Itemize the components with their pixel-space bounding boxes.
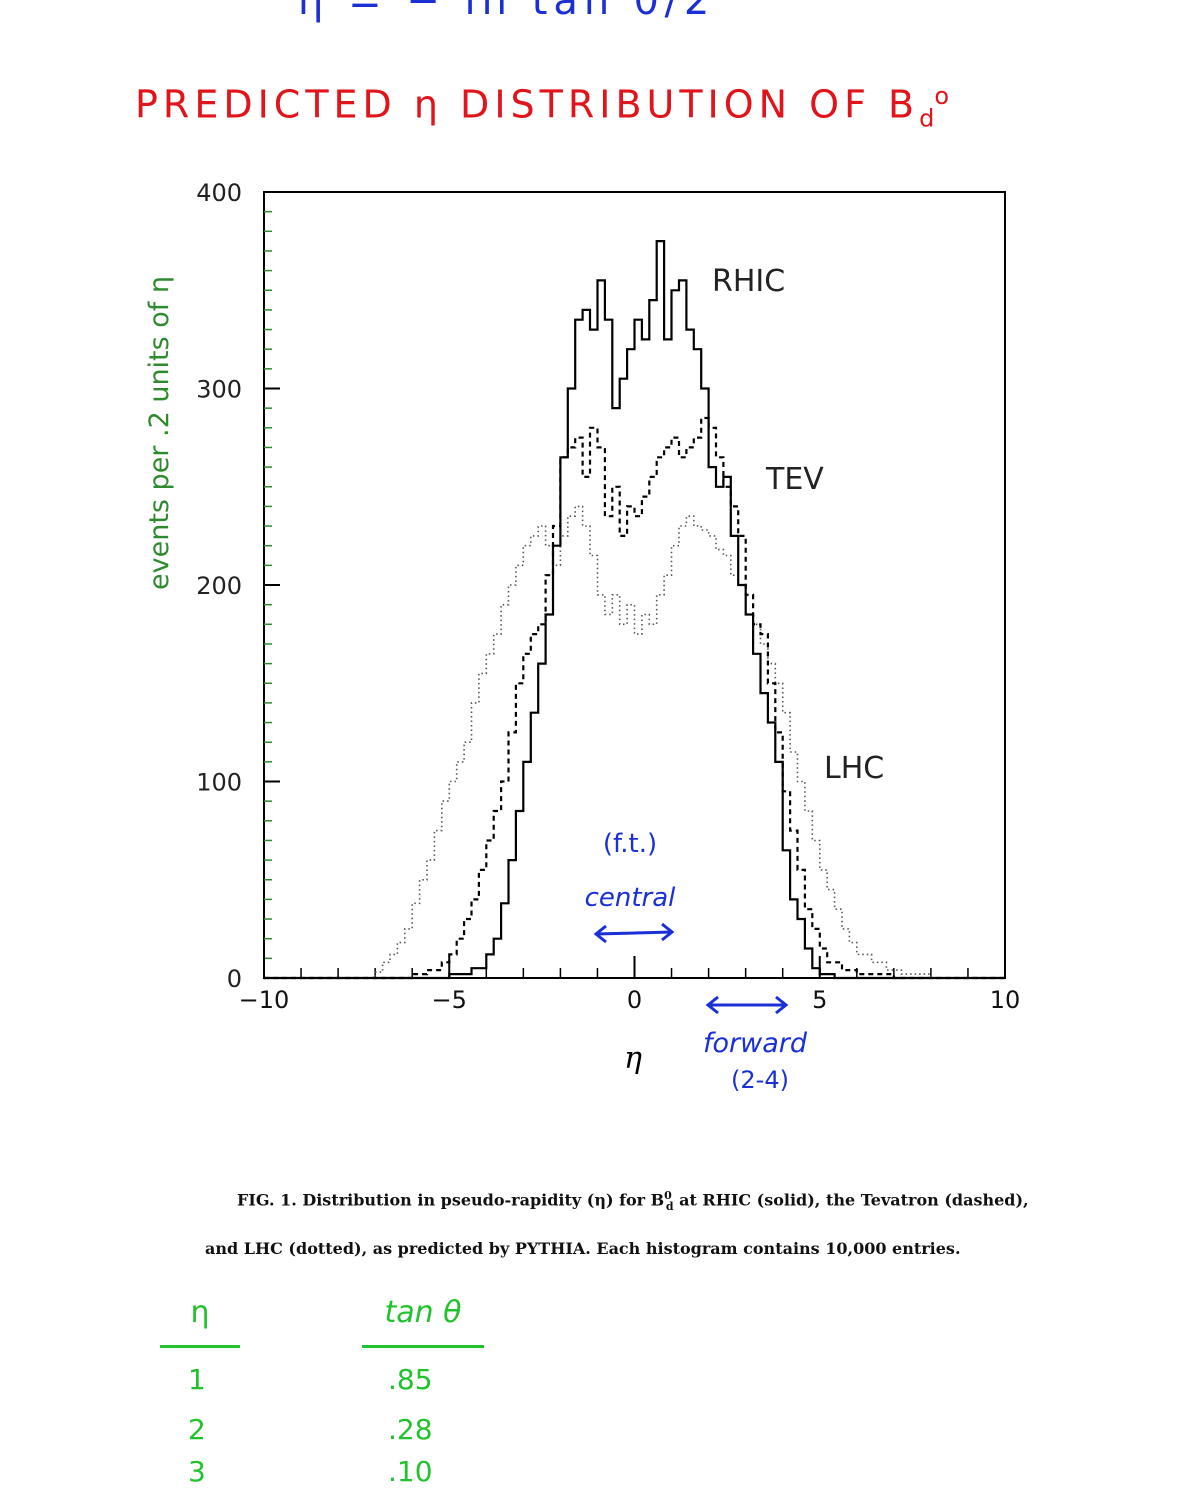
- forward-arrow: [705, 995, 789, 1015]
- title-subscript: d: [919, 104, 935, 133]
- series-rhic-histogram: [264, 240, 1005, 980]
- y-tick-label: 300: [196, 376, 242, 404]
- table-cell: .28: [388, 1413, 433, 1446]
- table-cell: .10: [388, 1455, 433, 1488]
- figure-caption: FIG. 1. Distribution in pseudo-rapidity …: [205, 1175, 1055, 1270]
- caption-prefix: FIG. 1. Distribution in pseudo-rapidity …: [237, 1190, 665, 1210]
- y-tick-label: 200: [196, 572, 242, 600]
- x-tick-label: −10: [239, 986, 290, 1014]
- plot-frame: [263, 191, 1006, 979]
- caption-superscript: 0: [664, 1189, 672, 1202]
- table-cell: 1: [188, 1363, 206, 1396]
- x-axis-label: η: [624, 1041, 642, 1076]
- series-layer: [264, 240, 1005, 980]
- table-header-tan: tan θ: [362, 1295, 484, 1348]
- central-note: (f.t.): [603, 829, 657, 859]
- table-cell: 2: [188, 1413, 206, 1446]
- y-tick-label: 0: [227, 965, 242, 993]
- caption-subscript: d: [665, 1199, 674, 1213]
- rhic-label: RHIC: [712, 264, 785, 299]
- eta-histogram-chart: 0 100 200 300 400 −10 −5 0 5 10 events per .2 uni…: [144, 179, 1020, 1094]
- series-lhc-histogram: [264, 505, 1005, 979]
- title-text: PREDICTED η DISTRIBUTION OF B: [135, 82, 920, 127]
- axis-ticks: 0 100 200 300 400 −10 −5 0 5 10: [196, 179, 1020, 1014]
- x-tick-label: 5: [812, 986, 827, 1014]
- table-header-eta: η: [160, 1295, 240, 1348]
- forward-range: (2-4): [731, 1066, 789, 1094]
- y-tick-label: 100: [196, 769, 242, 797]
- forward-label: forward: [703, 1028, 808, 1059]
- central-arrow: [593, 922, 675, 944]
- caption-rest: at RHIC (solid), the Tevatron (dashed), …: [205, 1190, 1029, 1258]
- lhc-label: LHC: [824, 751, 884, 786]
- tev-label: TEV: [765, 462, 824, 497]
- central-label: central: [585, 883, 677, 913]
- x-tick-label: −5: [432, 986, 467, 1014]
- x-tick-label: 0: [627, 986, 642, 1014]
- y-axis-label: events per .2 units of η: [144, 276, 175, 590]
- page-title: PREDICTED η DISTRIBUTION OF Bdo: [135, 82, 1035, 132]
- table-cell: 3: [188, 1455, 206, 1488]
- title-superscript: o: [934, 82, 950, 110]
- handwritten-formula: η = − ln tan θ/2: [298, 0, 716, 24]
- y-tick-label: 400: [196, 179, 242, 207]
- series-tev-histogram: [264, 416, 1005, 980]
- table-cell: .85: [388, 1363, 433, 1396]
- x-tick-label: 10: [990, 986, 1021, 1014]
